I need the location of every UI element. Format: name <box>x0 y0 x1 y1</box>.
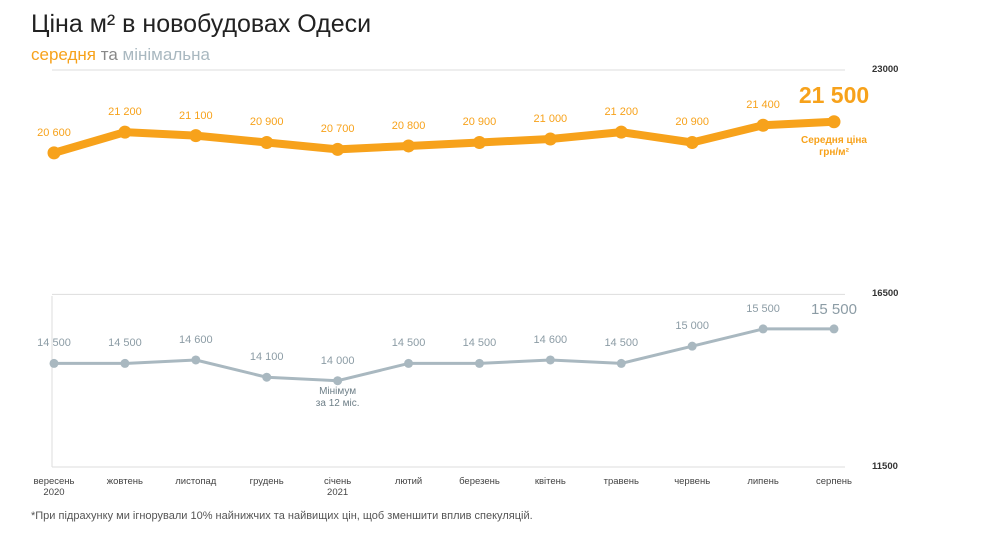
data-label: 14 100 <box>249 351 284 364</box>
data-label: 20 800 <box>391 119 426 132</box>
data-label: 21 200 <box>108 106 142 119</box>
footnote: *При підрахунку ми ігнорували 10% найниж… <box>31 510 533 522</box>
y-tick-label: 16500 <box>872 288 899 300</box>
point <box>402 139 416 153</box>
x-tick-label: вересень 2020 <box>33 476 75 498</box>
point <box>758 324 768 334</box>
point <box>614 125 628 139</box>
x-tick-label: березень <box>459 476 500 487</box>
data-label: 15 500 <box>746 302 780 315</box>
x-tick-label: листопад <box>175 476 217 487</box>
data-label: 20 600 <box>37 126 71 139</box>
data-label: 20 900 <box>249 116 284 129</box>
point <box>333 376 343 386</box>
annotation: Середня ціна грн/м² <box>801 134 867 158</box>
point <box>49 358 59 368</box>
subtitle-conjunction: та <box>100 45 118 64</box>
data-label: 14 500 <box>108 337 142 350</box>
data-label: 15 000 <box>675 320 709 333</box>
point <box>118 125 132 139</box>
point <box>687 341 697 351</box>
point <box>189 129 203 143</box>
data-label: 20 700 <box>320 123 355 136</box>
data-label: 21 200 <box>604 106 639 119</box>
x-tick-label: травень <box>603 476 639 487</box>
data-label: 14 500 <box>391 337 426 350</box>
point <box>47 146 61 160</box>
annotation: Мінімум за 12 міс. <box>315 385 360 409</box>
point <box>404 358 414 368</box>
x-tick-label: червень <box>674 476 711 487</box>
subtitle-series-2: мінімальна <box>122 45 210 64</box>
data-label: 21 400 <box>746 99 780 112</box>
x-tick-label: липень <box>747 476 779 487</box>
x-tick-label: грудень <box>249 476 284 487</box>
point <box>827 115 841 129</box>
point <box>120 358 130 368</box>
x-tick-label: січень 2021 <box>323 476 352 498</box>
data-label: 20 900 <box>675 116 709 129</box>
chart-title: Ціна м² в новобудовах Одеси <box>31 10 372 38</box>
point <box>543 132 557 146</box>
data-label: 14 600 <box>178 333 213 346</box>
data-label: 21 000 <box>533 113 568 126</box>
data-label: 14 000 <box>320 354 355 367</box>
data-label: 14 500 <box>604 337 639 350</box>
data-label: 20 900 <box>462 116 497 129</box>
point <box>616 358 626 368</box>
point <box>829 324 839 334</box>
x-tick-label: лютий <box>394 476 423 487</box>
point <box>191 355 201 365</box>
series-line <box>50 117 838 157</box>
x-tick-label: серпень <box>816 476 852 487</box>
x-tick-label: квітень <box>534 476 566 487</box>
y-tick-label: 11500 <box>872 461 898 472</box>
subtitle: середня та мінімальна <box>31 45 210 65</box>
data-label: 15 500 <box>811 300 857 318</box>
data-label: 14 500 <box>462 337 497 350</box>
point <box>685 135 699 149</box>
point <box>474 358 484 368</box>
point <box>262 372 272 382</box>
data-label: 14 500 <box>37 337 71 350</box>
data-label: 14 600 <box>533 333 568 346</box>
series-line <box>52 327 836 383</box>
y-tick-label: 23000 <box>872 64 899 75</box>
point <box>331 142 345 156</box>
point <box>545 355 555 365</box>
point <box>472 135 486 149</box>
subtitle-series-1: середня <box>31 45 97 64</box>
point <box>260 135 274 149</box>
x-tick-label: жовтень <box>106 476 143 487</box>
data-label: 21 100 <box>178 109 213 122</box>
point <box>756 118 770 132</box>
data-label: 21 500 <box>798 81 870 108</box>
